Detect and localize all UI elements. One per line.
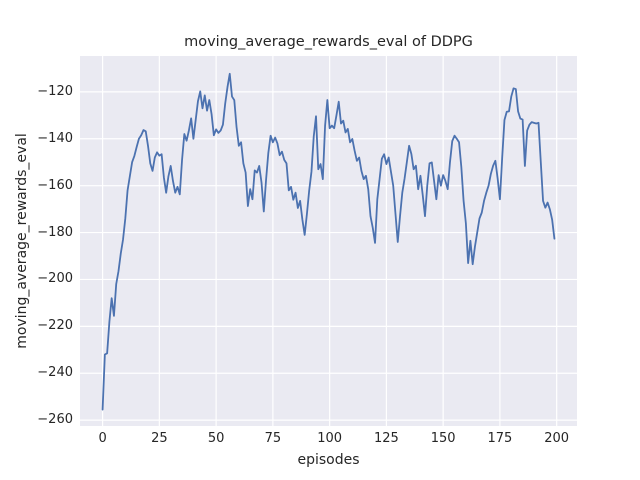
x-tick-label: 175: [487, 431, 513, 446]
y-tick-label: −200: [37, 271, 73, 287]
x-tick-label: 25: [151, 431, 168, 446]
x-axis-label: episodes: [297, 452, 360, 468]
reward-line-series: [101, 72, 556, 411]
x-tick-label: 100: [317, 431, 343, 446]
y-axis-label: moving_average_rewards_eval: [14, 133, 30, 349]
x-tick-label: 150: [430, 431, 456, 446]
y-tick-label: −240: [37, 365, 73, 381]
x-tick-label: 75: [264, 431, 282, 446]
plot-area: [80, 56, 577, 426]
y-tick-label: −140: [37, 130, 73, 146]
x-tick-label: 50: [207, 431, 225, 446]
x-tick-label: 125: [373, 431, 399, 446]
x-tick-label: 0: [98, 431, 107, 446]
chart-title: moving_average_rewards_eval of DDPG: [184, 34, 473, 50]
y-tick-label: −220: [37, 318, 73, 334]
x-tick-label: 200: [544, 431, 570, 446]
y-tick-label: −160: [37, 177, 73, 193]
y-tick-label: −180: [37, 224, 73, 240]
grid-lines: [80, 56, 577, 426]
y-tick-label: −260: [37, 412, 73, 428]
y-tick-label: −120: [37, 83, 73, 99]
